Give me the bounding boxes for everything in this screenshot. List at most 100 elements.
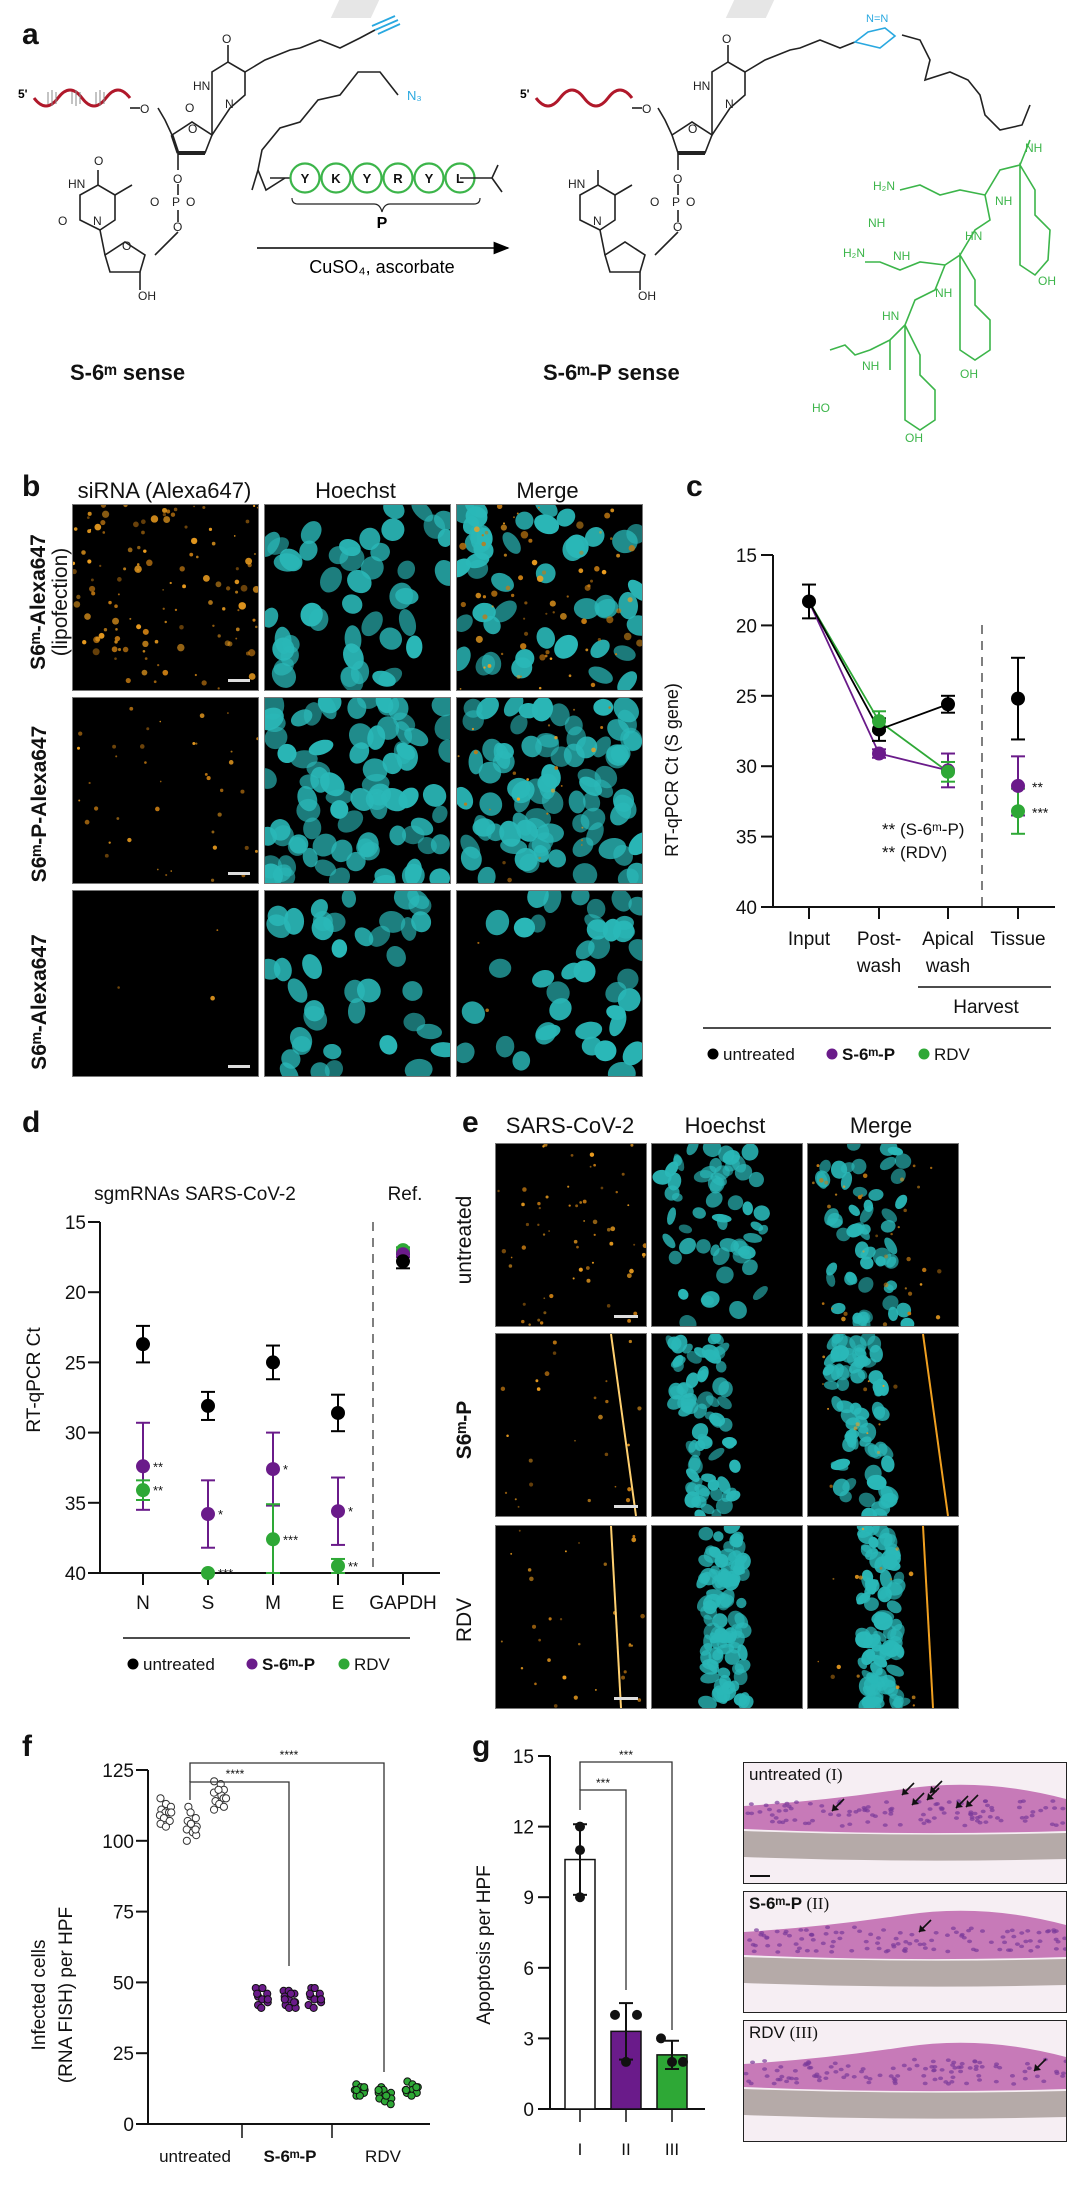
cell-nucleus xyxy=(931,1947,937,1952)
cell-nucleus xyxy=(959,1934,965,1938)
cell-nucleus xyxy=(994,1816,1000,1820)
cell-nucleus xyxy=(903,1940,909,1944)
cell-nucleus xyxy=(1036,1930,1042,1935)
cell-nucleus xyxy=(888,1812,894,1816)
panel-label-g: g xyxy=(472,1730,491,1763)
cell-nucleus xyxy=(819,1804,825,1808)
x-tick-label: II xyxy=(621,2140,630,2159)
legend-label: S-6ᵐ-P xyxy=(262,1655,315,1674)
cell-nucleus xyxy=(941,1811,947,1815)
panel-label-b: b xyxy=(22,470,41,503)
cell-nucleus xyxy=(828,2065,834,2069)
cell-nucleus xyxy=(1009,2074,1015,2078)
data-point-untreated xyxy=(191,1825,200,1834)
cell-nucleus xyxy=(945,2058,951,2063)
cell-nucleus xyxy=(1063,2059,1066,2064)
rna-helix-right: 5' xyxy=(520,87,634,108)
panel-label-c: c xyxy=(686,470,703,503)
data-point-untreated xyxy=(182,1836,191,1845)
cell-nucleus xyxy=(907,2067,913,2071)
y-tick-label: 30 xyxy=(736,757,757,778)
column-title-hoechst-e: Hoechst xyxy=(684,1113,766,1138)
data-point-S-6ᵐ-P xyxy=(290,1998,299,2007)
micro-e-r2-merge xyxy=(807,1333,959,1517)
data-point-S-6ᵐ-P xyxy=(258,1983,267,1993)
cell-nucleus xyxy=(844,2073,850,2077)
data-point-S-6ᵐ-P xyxy=(872,746,886,761)
svg-text:O: O xyxy=(673,220,682,234)
data-point-untreated xyxy=(156,1794,165,1803)
micro-b-r2-hoechst xyxy=(264,697,451,884)
svg-text:O: O xyxy=(186,195,195,209)
cell-nucleus xyxy=(933,1802,939,1807)
cell-nucleus xyxy=(856,1808,862,1812)
cell-nucleus xyxy=(909,1932,915,1937)
cell-nucleus xyxy=(901,2063,907,2068)
panel-a-chemistry: 5' O O HN xyxy=(18,13,1056,445)
cell-nucleus xyxy=(1026,2066,1032,2071)
svg-text:O: O xyxy=(222,32,231,46)
cell-nucleus xyxy=(1022,1819,1028,1823)
histology-label: untreated (I) xyxy=(749,1765,843,1785)
cell-nucleus xyxy=(774,2068,780,2073)
y-tick-label: 0 xyxy=(523,2100,534,2121)
y-tick-label: 35 xyxy=(65,1494,86,1515)
scale-bar xyxy=(228,679,250,682)
cell-nucleus xyxy=(1016,1805,1022,1810)
cell-nucleus xyxy=(779,2074,785,2079)
y-tick-label: 6 xyxy=(523,1959,534,1980)
cell-nucleus xyxy=(847,1809,853,1814)
cell-nucleus xyxy=(1022,2076,1028,2081)
cell-nucleus xyxy=(931,2068,937,2073)
cell-nucleus xyxy=(775,1950,781,1954)
cell-nucleus xyxy=(1019,1931,1025,1935)
cell-nucleus xyxy=(1029,1813,1035,1818)
cell-nucleus xyxy=(748,1802,754,1806)
svg-text:OH: OH xyxy=(960,367,978,381)
cell-nucleus xyxy=(766,1807,772,1812)
cell-nucleus xyxy=(895,1942,901,1946)
svg-text:P: P xyxy=(672,195,680,209)
chart-d: sgmRNAs SARS-CoV-2 Ref. 15 20 25 30 35 40 RT-qPC… xyxy=(24,1184,440,1674)
cell-nucleus xyxy=(796,1946,802,1951)
scale-bar xyxy=(228,1065,250,1068)
cell-nucleus xyxy=(1043,1805,1049,1810)
cell-nucleus xyxy=(838,2067,844,2072)
row-label-b-3-text: S6ᵐ-Alexa647 xyxy=(28,934,51,1070)
row-label-b-2-text: S6ᵐ-P-Alexa647 xyxy=(28,725,51,883)
cell-nucleus xyxy=(944,1933,950,1938)
cell-nucleus xyxy=(997,2065,1003,2070)
data-point-untreated xyxy=(1011,691,1025,706)
scale-bar xyxy=(228,872,250,875)
cell-nucleus xyxy=(876,1946,882,1951)
cell-nucleus xyxy=(897,1931,903,1935)
micro-b-r3-hoechst xyxy=(264,890,451,1077)
svg-text:H₂N: H₂N xyxy=(873,179,895,193)
cell-nucleus xyxy=(948,2070,954,2074)
x-category-label: S-6ᵐ-P xyxy=(263,2147,316,2166)
cell-nucleus xyxy=(813,2074,819,2079)
cell-nucleus xyxy=(922,1946,928,1950)
arrow-head-icon xyxy=(927,1793,934,1800)
cell-nucleus xyxy=(806,2060,812,2064)
cell-nucleus xyxy=(980,1809,986,1814)
azide-label: N₃ xyxy=(407,88,422,103)
cell-nucleus xyxy=(751,1949,757,1954)
data-point xyxy=(656,2033,666,2044)
x-tick-label: I xyxy=(578,2140,583,2159)
y-tick-label: 15 xyxy=(513,1747,534,1768)
cell-nucleus xyxy=(1019,1816,1025,1820)
cell-nucleus xyxy=(1019,1944,1025,1949)
svg-text:N: N xyxy=(225,97,234,111)
x-tick-label: Tissue xyxy=(990,929,1045,950)
y-axis-label-line2: (RNA FISH) per HPF xyxy=(56,1907,77,2083)
cell-nucleus xyxy=(973,2064,979,2069)
data-point-untreated xyxy=(201,1398,215,1413)
cell-nucleus xyxy=(746,2079,752,2084)
triazole-ring xyxy=(853,27,897,49)
row-label-b-2: S6ᵐ-P-Alexa647 xyxy=(28,714,52,894)
data-point-S-6ᵐ-P xyxy=(316,1995,326,2004)
chart-title: sgmRNAs SARS-CoV-2 xyxy=(94,1184,296,1205)
cell-nucleus xyxy=(865,1805,871,1809)
significance-stars: *** xyxy=(283,1532,298,1547)
